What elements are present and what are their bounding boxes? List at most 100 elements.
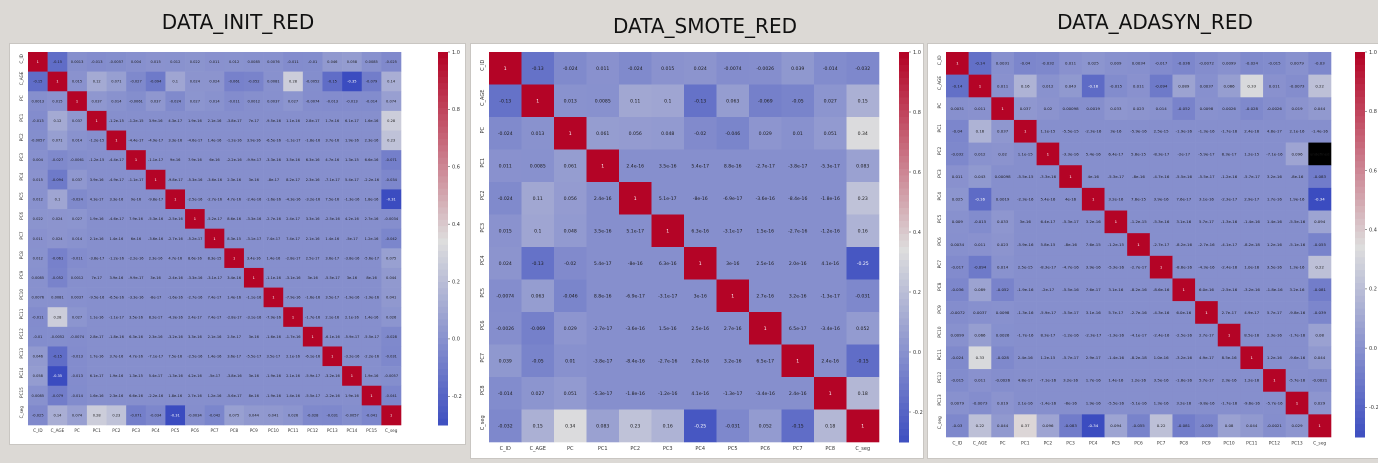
- heatmap-cell-value: 0.23: [112, 413, 120, 417]
- colorbar-segment: [899, 253, 909, 261]
- heatmap-cell-value: -0.079: [52, 394, 64, 398]
- colorbar-segment: [1355, 167, 1365, 175]
- heatmap-cell-value: -0.13: [532, 66, 544, 72]
- heatmap-cell: [224, 169, 245, 190]
- heatmap-cell: [1059, 255, 1083, 279]
- heatmap-cell: [1263, 278, 1287, 302]
- heatmap-cell-value: 7.5e-16: [325, 197, 340, 201]
- heatmap-cell: [47, 91, 68, 112]
- heatmap-cell-value: -1.2e-15: [1130, 219, 1147, 224]
- heatmap-cell-value: -0.094: [1155, 83, 1168, 88]
- heatmap-cell: [1285, 346, 1309, 370]
- colorbar-segment: [1355, 161, 1365, 168]
- colorbar-segment: [438, 319, 448, 327]
- heatmap-cell: [1240, 301, 1264, 325]
- heatmap-cell-value: 0.18: [825, 423, 835, 429]
- heatmap-cell-value: 1.5e-16: [659, 326, 677, 332]
- heatmap-cell-value: 2.7e-17: [1222, 310, 1237, 315]
- y-tick-label: C_AGE: [937, 76, 943, 91]
- heatmap-cell-value: -6.9e-17: [626, 293, 645, 299]
- heatmap-cell-value: 3e-16: [150, 276, 161, 280]
- heatmap-cell: [1217, 233, 1241, 257]
- heatmap-cell: [1036, 187, 1060, 211]
- heatmap-cell: [165, 267, 186, 288]
- y-tick-label: PC5: [937, 214, 943, 223]
- heatmap-cell-value: 1: [1001, 106, 1004, 111]
- heatmap-cell: [1240, 323, 1264, 347]
- heatmap-cell: [684, 312, 717, 345]
- colorbar-segment: [1355, 315, 1365, 322]
- heatmap-cell-value: -3.3e-16: [1062, 151, 1079, 156]
- heatmap-cell-value: -5.9e-17: [344, 335, 359, 339]
- heatmap-cell: [243, 326, 264, 347]
- heatmap-cell: [185, 91, 205, 112]
- heatmap-cell-value: -1.3e-16: [1198, 129, 1215, 134]
- colorbar-segment: [438, 52, 448, 59]
- heatmap-cell: [283, 189, 304, 210]
- heatmap-cell: [1127, 74, 1151, 98]
- colorbar-segment: [899, 383, 909, 391]
- heatmap-cell: [1308, 210, 1332, 234]
- heatmap-cell: [1149, 97, 1173, 121]
- heatmap-cell-value: -0.15: [328, 80, 337, 84]
- heatmap-cell-value: 0.0019: [996, 197, 1010, 202]
- heatmap-cell-value: 3e-16: [307, 276, 318, 280]
- heatmap-cell: [1081, 233, 1105, 257]
- x-tick-label: PC15: [366, 428, 377, 433]
- heatmap-cell-value: 0.009: [952, 219, 964, 224]
- heatmap-cell-value: 2.1e-16: [345, 315, 360, 319]
- heatmap-cell: [263, 110, 284, 131]
- heatmap-cell: [165, 150, 186, 171]
- heatmap-cell-value: 0.011: [596, 66, 609, 72]
- heatmap-cell: [1013, 187, 1037, 211]
- colorbar-segment: [1355, 58, 1365, 66]
- heatmap-cell: [1308, 233, 1332, 257]
- heatmap-cell: [381, 307, 402, 328]
- heatmap-cell-value: 2.4e-16: [594, 196, 612, 202]
- heatmap-cell: [263, 209, 284, 229]
- heatmap-cell-value: 8.6e-16: [188, 256, 203, 260]
- heatmap-cell-value: -9.5e-16: [266, 119, 282, 123]
- heatmap-cell: [651, 214, 685, 248]
- heatmap-cell-value: 0.16: [663, 423, 673, 429]
- heatmap-cell-value: -6.1e-16: [325, 335, 341, 339]
- heatmap-cell: [1240, 369, 1264, 393]
- heatmap-cell: [1172, 278, 1196, 302]
- heatmap-cell: [381, 248, 402, 269]
- heatmap-cell-value: 0.037: [92, 99, 102, 103]
- y-tick-label: PC10: [937, 326, 943, 338]
- colorbar-segment: [899, 429, 909, 436]
- colorbar-segment: [438, 282, 448, 289]
- heatmap-cell-value: 0.015: [33, 178, 43, 182]
- heatmap-cell-value: 0.027: [72, 217, 82, 221]
- colorbar-segment: [1355, 122, 1365, 130]
- heatmap-cell: [243, 110, 264, 131]
- heatmap-cell: [586, 117, 620, 150]
- heatmap-cell-value: -0.0074: [496, 293, 514, 299]
- colorbar-segment: [438, 381, 448, 389]
- heatmap-cell: [586, 409, 620, 443]
- heatmap-cell: [1195, 391, 1219, 415]
- heatmap-cell: [28, 267, 48, 288]
- heatmap-cell: [126, 130, 147, 151]
- heatmap-cell-value: -0.028: [385, 335, 397, 339]
- heatmap-cell-value: 4.7e-16: [168, 256, 183, 260]
- colorbar-segment: [438, 356, 448, 364]
- heatmap-cell: [489, 312, 522, 345]
- heatmap-cell-value: -3.6e-16: [756, 196, 775, 202]
- heatmap-cell-value: 1.0e-16: [1244, 265, 1259, 270]
- heatmap-cell: [1263, 391, 1287, 415]
- colorbar-tick-label: -0.2: [913, 410, 923, 416]
- heatmap-cell: [716, 312, 750, 345]
- heatmap-cell-value: -0.0072: [950, 310, 966, 315]
- x-tick-label: C_seg: [1313, 440, 1326, 446]
- heatmap-cell-value: -0.027: [52, 158, 64, 162]
- heatmap-cell-value: 2.1e-16: [1018, 400, 1033, 405]
- heatmap-cell: [684, 344, 717, 378]
- heatmap-cell: [263, 169, 284, 190]
- heatmap-cell: [1308, 165, 1332, 189]
- colorbar-segment: [899, 325, 909, 332]
- heatmap-cell: [86, 209, 107, 229]
- heatmap-cell-value: -0.024: [628, 66, 643, 72]
- heatmap-cell-value: -1.3e-16: [1221, 219, 1238, 224]
